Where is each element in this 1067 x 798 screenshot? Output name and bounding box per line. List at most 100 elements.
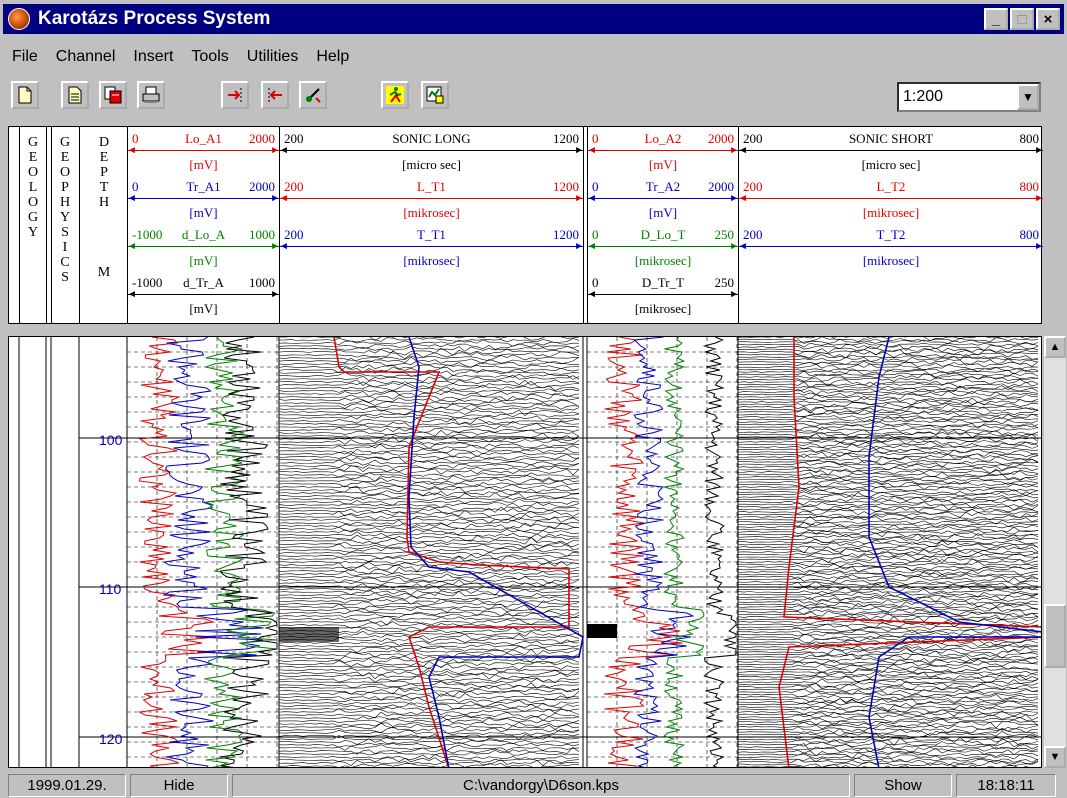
channel-unit: [mikrosec] <box>403 253 460 268</box>
channel-tr-a1[interactable]: Tr_A1 0 2000 ◄ ► <box>127 179 280 204</box>
arrow-left-icon: ◄ <box>587 289 597 300</box>
channel-unit: [mikrosec] <box>862 253 920 268</box>
app-globe-icon[interactable] <box>8 8 30 30</box>
arrow-right-icon: ► <box>574 241 584 252</box>
arrow-right-icon: ► <box>1034 241 1044 252</box>
scale-line <box>280 198 583 199</box>
channel-d-tr-t[interactable]: D_Tr_T 0 250 ◄ ► <box>587 275 739 300</box>
arrow-right-icon: ► <box>270 289 280 300</box>
scale-min: 0 <box>592 227 599 242</box>
channel-name: D_Lo_T <box>640 227 686 242</box>
view-icon[interactable] <box>421 81 449 109</box>
channel-name: SONIC SHORT <box>848 131 934 146</box>
channel-lo-a1[interactable]: Lo_A1 0 2000 ◄ ► <box>127 131 280 156</box>
window-title: Karotázs Process System <box>38 8 271 29</box>
channel-unit: [micro sec] <box>402 157 461 172</box>
arrow-left-icon: ◄ <box>127 241 137 252</box>
arrow-right-icon: ► <box>1034 145 1044 156</box>
scale-max: 250 <box>714 227 735 242</box>
menu-file[interactable]: File <box>12 48 38 65</box>
arrow-left-icon: ◄ <box>279 193 289 204</box>
scroll-thumb[interactable] <box>1044 604 1066 668</box>
channel-sonic-short[interactable]: SONIC SHORT 200 800 ◄ ► <box>738 131 1044 156</box>
arrow-left-icon: ◄ <box>738 241 748 252</box>
hide-button[interactable]: Hide <box>130 774 228 797</box>
channel-unit: [mV] <box>648 205 678 220</box>
arrow-right-icon: ► <box>729 241 739 252</box>
new-file-icon[interactable] <box>11 81 39 109</box>
remove-channel-icon[interactable] <box>261 81 289 109</box>
channel-lo-a2[interactable]: Lo_A2 0 2000 ◄ ► <box>587 131 739 156</box>
scale-min: 0 <box>132 131 139 146</box>
arrow-right-icon: ► <box>270 241 280 252</box>
add-channel-icon[interactable] <box>221 81 249 109</box>
arrow-left-icon: ◄ <box>127 145 137 156</box>
scale-max: 2000 <box>708 131 734 146</box>
channel-t-t2[interactable]: T_T2 200 800 ◄ ► <box>738 227 1044 252</box>
menu-help[interactable]: Help <box>316 48 350 65</box>
open-file-icon[interactable] <box>61 81 89 109</box>
channel-unit: [mV] <box>189 157 218 172</box>
menu-insert[interactable]: Insert <box>133 48 174 65</box>
vertical-scrollbar[interactable]: ▲ ▼ <box>1044 336 1066 768</box>
close-button[interactable]: × <box>1036 8 1060 30</box>
maximize-button[interactable]: □ <box>1010 8 1034 30</box>
arrow-right-icon: ► <box>1034 193 1044 204</box>
scale-min: 200 <box>743 179 763 194</box>
scale-line <box>739 246 1043 247</box>
channel-tr-a2[interactable]: Tr_A2 0 2000 ◄ ► <box>587 179 739 204</box>
channel-name: T_T1 <box>417 227 446 242</box>
log-plot[interactable]: 100 110 120 <box>8 336 1042 768</box>
menu-tools[interactable]: Tools <box>191 48 229 65</box>
scale-line <box>128 150 279 151</box>
scale-select[interactable]: 1:200 ▼ <box>897 82 1041 112</box>
run-icon[interactable] <box>381 81 409 109</box>
status-date: 1999.01.29. <box>8 774 126 797</box>
dropdown-arrow-icon[interactable]: ▼ <box>1017 84 1039 110</box>
scale-min: -1000 <box>132 275 163 290</box>
scale-line <box>588 198 738 199</box>
minimize-button[interactable]: _ <box>984 8 1008 30</box>
scale-line <box>588 246 738 247</box>
channel-sonic-long[interactable]: SONIC LONG 200 1200 ◄ ► <box>279 131 584 156</box>
channel-d-tr-a[interactable]: d_Tr_A -1000 1000 ◄ ► <box>127 275 280 300</box>
channel-unit: [mikrosec] <box>634 253 692 268</box>
scale-max: 1200 <box>553 179 579 194</box>
channel-name: D_Tr_T <box>641 275 685 290</box>
channel-name: d_Lo_A <box>181 227 226 242</box>
edit-icon[interactable] <box>299 81 327 109</box>
menu-bar: File Channel Insert Tools Utilities Help <box>3 42 358 72</box>
arrow-left-icon: ◄ <box>587 193 597 204</box>
arrow-left-icon: ◄ <box>279 241 289 252</box>
arrow-left-icon: ◄ <box>738 145 748 156</box>
scale-value: 1:200 <box>903 88 944 105</box>
channel-d-lo-a[interactable]: d_Lo_A -1000 1000 ◄ ► <box>127 227 280 252</box>
menu-channel[interactable]: Channel <box>55 48 116 65</box>
scale-max: 1200 <box>553 131 579 146</box>
geophysics-label: G E O P H Y S I C S <box>59 135 71 285</box>
scale-min: 200 <box>743 131 763 146</box>
channel-l-t1[interactable]: L_T1 200 1200 ◄ ► <box>279 179 584 204</box>
channel-unit: [mikrosec] <box>862 205 920 220</box>
channel-name: SONIC LONG <box>392 131 471 146</box>
save-file-icon[interactable] <box>99 81 127 109</box>
menu-utilities[interactable]: Utilities <box>246 48 299 65</box>
channel-d-lo-t[interactable]: D_Lo_T 0 250 ◄ ► <box>587 227 739 252</box>
show-button[interactable]: Show <box>854 774 952 797</box>
channel-l-t2[interactable]: L_T2 200 800 ◄ ► <box>738 179 1044 204</box>
channel-unit: [mV] <box>189 205 218 220</box>
scale-line <box>128 246 279 247</box>
scale-min: 200 <box>284 179 304 194</box>
depth-unit: M <box>97 265 111 280</box>
status-time: 18:18:11 <box>956 774 1056 797</box>
scale-max: 250 <box>714 275 735 290</box>
scroll-up-icon[interactable]: ▲ <box>1044 336 1066 358</box>
arrow-left-icon: ◄ <box>127 289 137 300</box>
arrow-right-icon: ► <box>574 145 584 156</box>
scale-max: 800 <box>1019 179 1040 194</box>
scroll-down-icon[interactable]: ▼ <box>1044 746 1066 768</box>
channel-t-t1[interactable]: T_T1 200 1200 ◄ ► <box>279 227 584 252</box>
print-icon[interactable] <box>137 81 165 109</box>
channel-header: G E O L O G Y G E O P H Y S I C S D E P … <box>8 126 1044 324</box>
